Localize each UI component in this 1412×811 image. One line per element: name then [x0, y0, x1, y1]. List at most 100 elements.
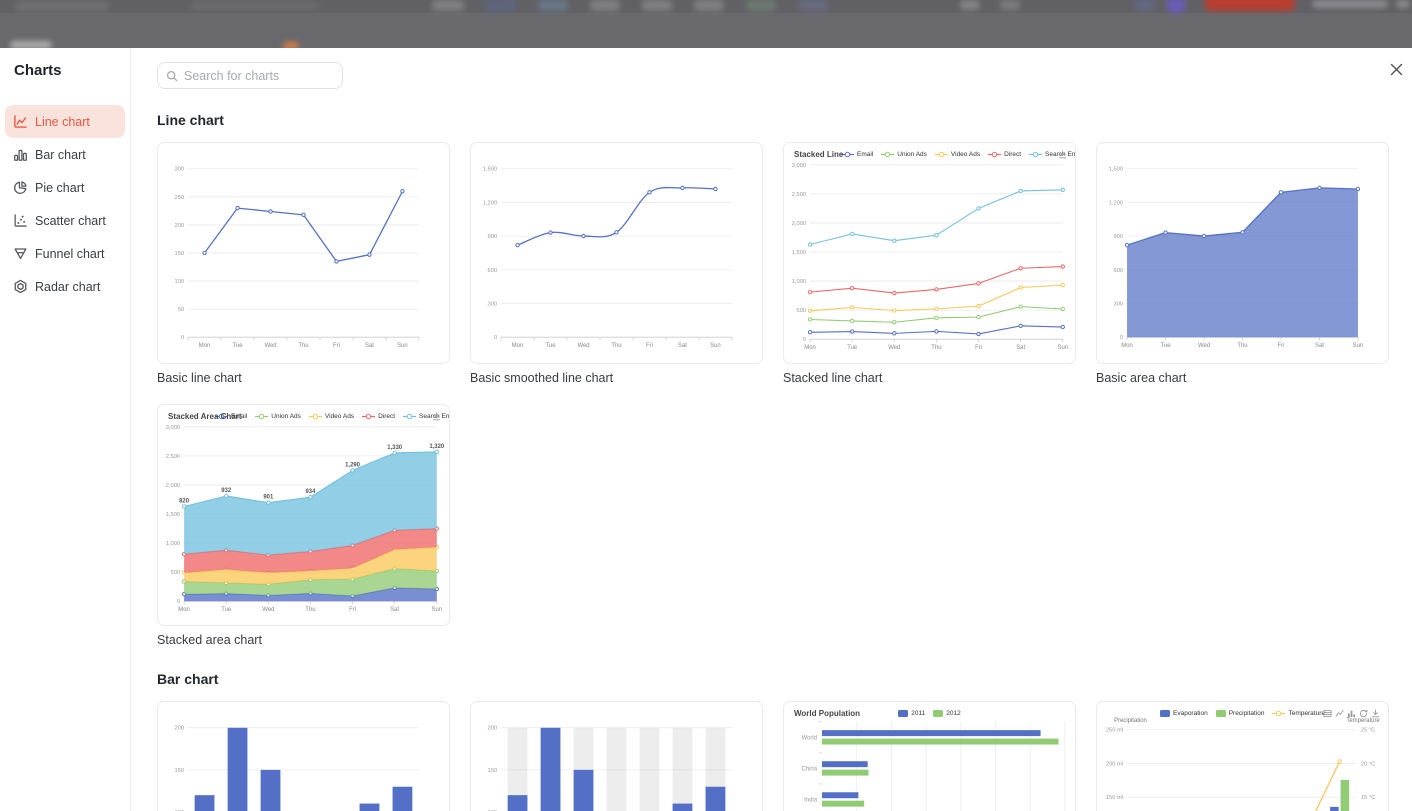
svg-text:Mon: Mon	[178, 607, 190, 613]
svg-text:Wed: Wed	[1198, 343, 1210, 349]
chart-thumbnail: 0 500 1,000 1,500 2,000 2,500 3,000 Mon Tue Wed Th…	[792, 163, 1068, 351]
sidebar-item-radar-chart[interactable]: Radar chart	[5, 270, 125, 303]
svg-text:Sun: Sun	[397, 343, 408, 349]
svg-text:901: 901	[263, 495, 274, 501]
svg-text:900: 900	[1114, 234, 1124, 240]
svg-text:Tue: Tue	[221, 607, 232, 613]
blurred-edge-highlight	[10, 41, 52, 48]
svg-text:300: 300	[175, 167, 185, 173]
chart-card-block: 050100150200MonTueWedThuFriSatSun	[157, 701, 450, 811]
svg-text:Fri: Fri	[975, 345, 982, 351]
chart-card-stacked-area-chart[interactable]: 0 500 1,000 1,500 2,000 2,500 3,000 Mon Tue Wed Th…	[157, 404, 450, 626]
svg-text:Sat: Sat	[678, 343, 687, 349]
svg-text:150: 150	[175, 251, 185, 257]
chart-card-stacked-line-chart[interactable]: 0 500 1,000 1,500 2,000 2,500 3,000 Mon Tue Wed Th…	[783, 142, 1076, 364]
svg-text:Fri: Fri	[646, 343, 653, 349]
section-heading: Bar chart	[157, 671, 219, 687]
svg-text:Mon: Mon	[1121, 343, 1133, 349]
blurred-toolbar-button	[486, 0, 516, 11]
svg-text:Fri: Fri	[349, 607, 356, 613]
blurred-text	[1312, 0, 1388, 8]
chart-card-world-population[interactable]: WorldChinaIndiaUSAIndonesiaBrazil2011201…	[783, 701, 1076, 811]
svg-text:15 °C: 15 °C	[1361, 795, 1375, 801]
blurred-toolbar-button	[590, 0, 620, 11]
svg-text:Mon: Mon	[804, 345, 816, 351]
blurred-toolbar-button	[642, 0, 672, 11]
svg-text:Thu: Thu	[305, 607, 315, 613]
svg-text:300: 300	[1114, 302, 1124, 308]
svg-text:1,500: 1,500	[792, 250, 806, 256]
svg-text:934: 934	[305, 489, 316, 495]
chart-card-bar-chart-6[interactable]: 050100150200MonTueWedThuFriSatSun	[470, 701, 763, 811]
svg-text:3,000: 3,000	[792, 163, 806, 169]
svg-text:500: 500	[171, 570, 181, 576]
blurred-toolbar-icon	[1135, 0, 1155, 10]
sidebar-item-label: Radar chart	[35, 279, 101, 294]
svg-text:Thu: Thu	[931, 345, 941, 351]
svg-text:1,500: 1,500	[1109, 167, 1123, 173]
funnel-chart-icon	[13, 246, 28, 261]
svg-text:200 ml: 200 ml	[1106, 761, 1123, 767]
svg-text:Sun: Sun	[431, 607, 442, 613]
chart-card-block: WorldChinaIndiaUSAIndonesiaBrazil2011201…	[783, 701, 1076, 811]
sidebar-item-label: Bar chart	[35, 147, 86, 162]
svg-text:600: 600	[1114, 268, 1124, 274]
blurred-accent-dot	[283, 42, 299, 48]
blurred-toolbar-button	[538, 0, 568, 11]
chart-caption: Basic area chart	[1096, 371, 1187, 385]
chart-gallery: Line chart 0 50 100 150 200 250 300 Mon Tue Wed Thu…	[131, 48, 1412, 811]
blurred-toolbar-button	[798, 0, 828, 11]
sidebar-item-line-chart[interactable]: Line chart	[5, 105, 125, 138]
svg-text:150 ml: 150 ml	[1106, 795, 1123, 801]
svg-text:Precipitation: Precipitation	[1114, 718, 1147, 724]
chart-caption: Stacked line chart	[783, 371, 883, 385]
svg-text:932: 932	[221, 488, 232, 494]
svg-text:Sun: Sun	[710, 343, 721, 349]
sidebar-item-scatter-chart[interactable]: Scatter chart	[5, 204, 125, 237]
search-box[interactable]	[157, 62, 343, 89]
svg-text:Thu: Thu	[298, 343, 308, 349]
svg-text:Tue: Tue	[847, 345, 858, 351]
svg-text:100: 100	[175, 279, 185, 285]
close-button[interactable]	[1387, 60, 1405, 78]
svg-text:1,290: 1,290	[345, 462, 361, 468]
svg-text:Fri: Fri	[1278, 343, 1285, 349]
blurred-tab-shape	[190, 2, 320, 10]
pie-chart-icon	[13, 180, 28, 195]
panel-title: Charts	[14, 62, 62, 79]
sidebar-item-label: Line chart	[35, 114, 90, 129]
svg-text:Wed: Wed	[888, 345, 900, 351]
blurred-primary-button	[1205, 0, 1295, 11]
svg-text:Tue: Tue	[546, 343, 557, 349]
svg-text:0: 0	[803, 337, 806, 343]
search-input[interactable]	[184, 68, 334, 83]
svg-text:1,200: 1,200	[1109, 200, 1123, 206]
sidebar-item-label: Funnel chart	[35, 246, 105, 261]
chart-thumbnail: WorldChinaIndiaUSAIndonesiaBrazil	[802, 721, 1066, 811]
section-heading: Line chart	[157, 112, 224, 128]
svg-text:Fri: Fri	[333, 343, 340, 349]
chart-thumbnail: 0 500 1,000 1,500 2,000 2,500 3,000 Mon Tue Wed Th…	[166, 425, 445, 613]
svg-text:1,200: 1,200	[483, 200, 497, 206]
chart-card-bar-chart-5[interactable]: 050100150200MonTueWedThuFriSatSun	[157, 701, 450, 811]
sidebar-item-funnel-chart[interactable]: Funnel chart	[5, 237, 125, 270]
svg-text:600: 600	[488, 268, 498, 274]
svg-text:Sat: Sat	[365, 343, 374, 349]
search-icon	[166, 70, 178, 82]
svg-text:1,500: 1,500	[166, 512, 180, 518]
radar-chart-icon	[13, 279, 28, 294]
svg-text:Tue: Tue	[233, 343, 244, 349]
chart-card-basic-smoothed-line-chart[interactable]: 0 300 600 900 1,200 1,500 Mon Tue Wed Thu Fri Sat Su…	[470, 142, 763, 364]
svg-text:Mon: Mon	[199, 343, 211, 349]
sidebar-item-bar-chart[interactable]: Bar chart	[5, 138, 125, 171]
sidebar-item-pie-chart[interactable]: Pie chart	[5, 171, 125, 204]
chart-card-basic-line-chart[interactable]: 0 50 100 150 200 250 300 Mon Tue Wed Thu Fri Sat Sun	[157, 142, 450, 364]
chart-type-sidebar: Charts Line chart Bar chart Pie chart Scatt…	[0, 48, 131, 811]
sidebar-item-label: Pie chart	[35, 180, 85, 195]
dimmed-app-toolbar	[0, 0, 1412, 48]
svg-text:200: 200	[488, 726, 498, 732]
chart-card-basic-area-chart[interactable]: 0 300 600 900 1,200 1,500 Mon Tue Wed Thu Fri Sat Su…	[1096, 142, 1389, 364]
